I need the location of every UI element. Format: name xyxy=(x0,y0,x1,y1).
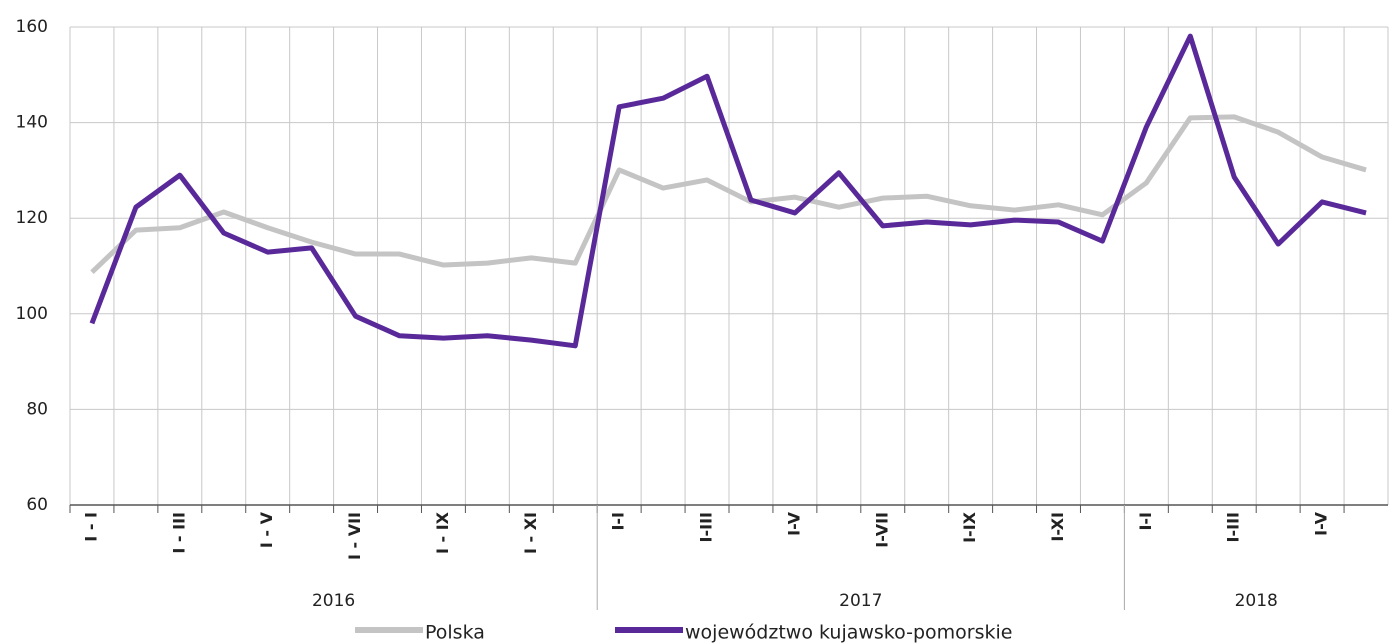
x-tick-label: I - XI xyxy=(521,512,540,554)
y-tick-label: 100 xyxy=(16,304,48,324)
x-tick-label: I-III xyxy=(697,512,716,542)
x-tick-label: I-V xyxy=(1312,511,1331,535)
x-tick-label: I-VII xyxy=(872,512,891,548)
series-line xyxy=(90,114,1367,275)
y-tick-label: 160 xyxy=(16,17,48,37)
x-tick-label: I-XI xyxy=(1048,512,1067,542)
x-tick-label: I-III xyxy=(1224,512,1243,542)
x-tick-label: I - III xyxy=(169,512,188,554)
legend-label: województwo kujawsko-pomorskie xyxy=(685,622,1012,644)
x-tick-label: I-I xyxy=(1136,512,1155,531)
x-tick-label: I - V xyxy=(257,511,276,548)
y-tick-label: 140 xyxy=(16,113,48,133)
x-tick-label: I-I xyxy=(609,512,628,531)
y-tick-label: 80 xyxy=(26,399,48,419)
legend-label: Polska xyxy=(425,622,485,644)
y-tick-label: 60 xyxy=(26,495,48,515)
series-line xyxy=(89,33,1367,349)
y-tick-label: 120 xyxy=(16,208,48,228)
x-tick-label: I-IX xyxy=(960,511,979,543)
group-label: 2018 xyxy=(1235,591,1278,611)
x-tick-label: I - VII xyxy=(345,512,364,560)
x-tick-label: I-V xyxy=(784,511,803,535)
group-label: 2016 xyxy=(312,591,355,611)
group-label: 2017 xyxy=(839,591,882,611)
x-tick-label: I - IX xyxy=(433,511,452,554)
x-tick-label: I - I xyxy=(81,512,100,542)
